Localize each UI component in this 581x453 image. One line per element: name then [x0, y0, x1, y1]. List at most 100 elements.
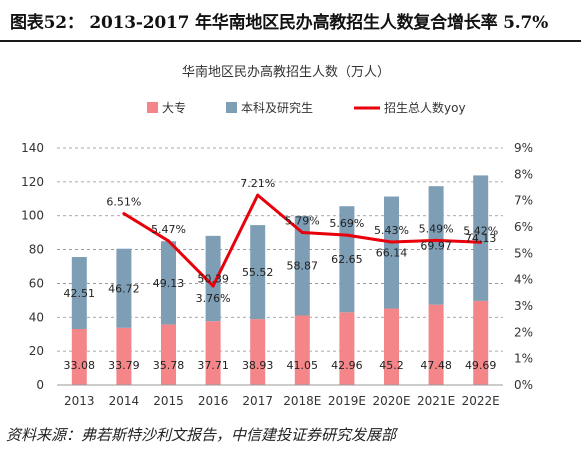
- legend-swatch-0: [147, 102, 158, 113]
- data-label-yoy-6: 5.69%: [329, 217, 364, 230]
- y-left-tick-label-6: 120: [21, 175, 44, 189]
- data-label-benke-8: 69.97: [420, 239, 452, 252]
- yoy-point-5: [300, 231, 304, 235]
- y-right-tick-label-9: 9%: [514, 141, 533, 155]
- yoy-point-9: [479, 240, 483, 244]
- data-labels: 33.08 42.51 33.79 46.72 35.78 49.13 37.71 50.39…: [64, 177, 499, 372]
- y-left-tick-label-2: 40: [29, 310, 44, 324]
- x-tick-label-8: 2021E: [417, 394, 455, 408]
- bar-dazhuan-7: [384, 308, 399, 385]
- data-label-dazhuan-4: 38.93: [242, 359, 274, 372]
- source-note: 资料来源：弗若斯特沙利文报告，中信建投证券研究发展部: [6, 426, 397, 444]
- title-rule: [0, 40, 581, 42]
- x-tick-label-0: 2013: [64, 394, 95, 408]
- x-tick-label-9: 2022E: [462, 394, 500, 408]
- y-right-tick-label-4: 4%: [514, 273, 533, 287]
- y-left-tick-label-5: 100: [21, 209, 44, 223]
- yoy-point-6: [345, 233, 349, 237]
- chart-title: 华南地区民办高教招生人数（万人）: [182, 64, 390, 80]
- bar-dazhuan-2: [161, 324, 176, 385]
- data-label-benke-2: 49.13: [153, 277, 185, 290]
- y-right-tick-label-2: 2%: [514, 325, 533, 339]
- data-label-benke-5: 58.87: [287, 260, 319, 273]
- bar-dazhuan-0: [71, 329, 87, 385]
- x-tick-label-4: 2017: [242, 394, 273, 408]
- y-right-tick-label-8: 8%: [514, 167, 533, 181]
- y-right-tick-label-6: 6%: [514, 220, 533, 234]
- bar-benke-8: [428, 186, 444, 305]
- data-label-benke-6: 62.65: [331, 253, 363, 266]
- yoy-point-8: [434, 238, 438, 242]
- data-label-benke-1: 46.72: [108, 282, 140, 295]
- y-left-tick-label-1: 20: [29, 344, 44, 358]
- data-label-yoy-9: 5.42%: [463, 224, 498, 237]
- bar-benke-2: [161, 241, 176, 325]
- legend-label-0: 大专: [162, 100, 186, 115]
- bar-benke-9: [473, 175, 489, 301]
- x-tick-label-3: 2016: [198, 394, 229, 408]
- data-label-benke-9: 74.13: [465, 232, 497, 245]
- data-label-benke-0: 42.51: [64, 287, 96, 300]
- bar-dazhuan-3: [205, 321, 221, 385]
- yoy-point-7: [390, 240, 393, 244]
- bar-dazhuan-4: [250, 319, 266, 385]
- yoy-point-2: [167, 239, 170, 243]
- data-label-yoy-7: 5.43%: [374, 224, 409, 237]
- bars: [71, 175, 489, 385]
- bar-benke-3: [205, 235, 221, 322]
- yoy-line-layer: [122, 193, 483, 288]
- x-tick-label-5: 2018E: [283, 394, 321, 408]
- data-label-dazhuan-1: 33.79: [108, 359, 140, 372]
- legend: 大专 本科及研究生 招生总人数yoy: [147, 100, 466, 115]
- data-label-dazhuan-6: 42.96: [331, 359, 363, 372]
- data-label-benke-7: 66.14: [376, 247, 408, 260]
- bar-benke-6: [339, 206, 355, 313]
- y-left-tick-label-4: 80: [29, 243, 44, 257]
- x-tick-label-1: 2014: [109, 394, 140, 408]
- x-tick-label-6: 2019E: [328, 394, 366, 408]
- y-left-tick-label-7: 140: [21, 141, 44, 155]
- yoy-point-4: [256, 193, 260, 197]
- chart: 华南地区民办高教招生人数（万人） 大专 本科及研究生 招生总人数yoy 33.08 4…: [21, 64, 533, 408]
- data-label-yoy-1: 6.51%: [106, 196, 141, 209]
- y-left-tick-label-0: 0: [36, 378, 44, 392]
- data-label-dazhuan-2: 35.78: [153, 359, 185, 372]
- data-label-yoy-5: 5.79%: [285, 215, 320, 228]
- data-label-yoy-3: 3.76%: [196, 292, 231, 305]
- legend-label-1: 本科及研究生: [241, 100, 313, 115]
- x-tick-label-2: 2015: [153, 394, 184, 408]
- bar-benke-4: [250, 225, 266, 320]
- yoy-point-1: [122, 212, 126, 216]
- data-label-dazhuan-8: 47.48: [420, 359, 452, 372]
- data-label-yoy-2: 5.47%: [151, 223, 186, 236]
- data-label-dazhuan-7: 45.2: [379, 359, 404, 372]
- bar-dazhuan-5: [294, 315, 310, 385]
- legend-swatch-1: [226, 102, 237, 113]
- bar-benke-0: [71, 257, 87, 330]
- bar-benke-7: [384, 196, 399, 309]
- data-label-dazhuan-3: 37.71: [197, 359, 229, 372]
- data-label-dazhuan-9: 49.69: [465, 359, 497, 372]
- data-label-yoy-8: 5.49%: [419, 222, 454, 235]
- figure-title: 图表52： 2013-2017 年华南地区民办高教招生人数复合增长率 5.7%: [10, 13, 549, 33]
- bar-dazhuan-1: [116, 327, 132, 385]
- yoy-point-3: [211, 284, 215, 288]
- y-right-tick-label-3: 3%: [514, 299, 533, 313]
- figure-header: 图表52： 2013-2017 年华南地区民办高教招生人数复合增长率 5.7%: [0, 0, 581, 42]
- data-label-benke-4: 55.52: [242, 266, 274, 279]
- bar-dazhuan-9: [473, 300, 489, 385]
- y-left-tick-label-3: 60: [29, 276, 44, 290]
- data-label-yoy-4: 7.21%: [240, 177, 275, 190]
- legend-label-2: 招生总人数yoy: [384, 100, 466, 115]
- bar-benke-5: [294, 215, 310, 316]
- data-label-dazhuan-0: 33.08: [64, 359, 96, 372]
- y-right-tick-label-7: 7%: [514, 194, 533, 208]
- x-tick-label-7: 2020E: [372, 394, 410, 408]
- bar-dazhuan-8: [428, 304, 444, 385]
- data-label-benke-3: 50.39: [197, 273, 229, 286]
- y-right-tick-label-5: 5%: [514, 246, 533, 260]
- data-label-dazhuan-5: 41.05: [287, 359, 319, 372]
- y-right-tick-label-0: 0%: [514, 378, 533, 392]
- axes: 0 20 40 60 80 100 120 140 0% 1% 2% 3% 4% 5% 6% 7% 8% 9% 20…: [21, 141, 533, 408]
- y-right-tick-label-1: 1%: [514, 352, 533, 366]
